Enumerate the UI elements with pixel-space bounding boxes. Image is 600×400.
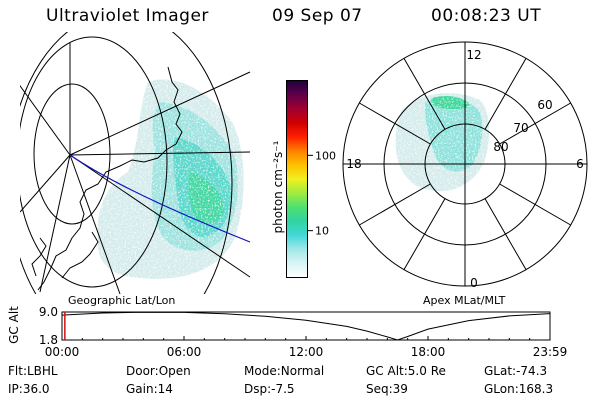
- coastline: [31, 66, 183, 291]
- x-tick-label: 12:00: [289, 345, 324, 359]
- footer-key: Seq:: [366, 382, 393, 396]
- altitude-chart: 1.8 9.0 00:00 06:00 12:00 18:00 23:59: [39, 305, 567, 359]
- x-tick-label: 06:00: [167, 345, 202, 359]
- y-tick-label: 1.8: [39, 333, 58, 347]
- y-tick-label: 9.0: [39, 305, 58, 319]
- mlt-label-0: 0: [470, 276, 478, 290]
- footer-key: GLat:: [484, 364, 517, 378]
- header-date: 09 Sep 07: [272, 6, 363, 26]
- apex-caption: Apex MLat/MLT: [423, 294, 506, 307]
- mlt-label-18: 18: [346, 157, 361, 171]
- polar-plot: 12 0 18 6 80 70 60: [342, 41, 588, 290]
- footer-field: Seq: 39: [366, 382, 408, 396]
- colorbar-ticks: 10 100: [307, 149, 336, 238]
- mlt-label-6: 6: [576, 157, 584, 171]
- graticule-lines: [20, 32, 251, 294]
- footer-value: 14: [157, 382, 173, 396]
- footer-field: IP: 36.0: [8, 382, 50, 396]
- footer-value: 36.0: [22, 382, 50, 396]
- footer-field: Mode: Normal: [244, 364, 324, 378]
- x-tick-label: 18:00: [411, 345, 446, 359]
- footer-key: IP:: [8, 382, 23, 396]
- footer-key: Mode:: [244, 364, 281, 378]
- aurora-image-geo: [97, 79, 244, 279]
- mlt-radials: [343, 42, 587, 286]
- footer-key: Flt:: [8, 364, 27, 378]
- footer-key: GC Alt:: [366, 364, 408, 378]
- mlt-radial-line: [403, 198, 446, 270]
- mlat-label-70: 70: [513, 121, 528, 135]
- mlt-radial-line: [359, 102, 431, 145]
- footer-key: Dsp:: [244, 382, 272, 396]
- altitude-plot-frame: [61, 311, 551, 341]
- mlt-radial-line: [359, 183, 431, 226]
- footer-value: 168.3: [518, 382, 554, 396]
- mlt-radial-line: [499, 102, 571, 145]
- footer-field: Flt: LBHL: [8, 364, 58, 378]
- mlat-label-80: 80: [493, 140, 508, 154]
- colorbar-label: photon cm⁻²s⁻¹: [271, 140, 285, 234]
- header-time: 00:08:23 UT: [431, 6, 542, 26]
- x-tick-label: 00:00: [45, 345, 80, 359]
- polar-labels: 12 0 18 6 80 70 60: [346, 48, 583, 290]
- footer-field: Dsp: -7.5: [244, 382, 295, 396]
- mlt-radial-line: [499, 183, 571, 226]
- footer-value: -74.3: [516, 364, 548, 378]
- footer-value: 5.0 Re: [407, 364, 446, 378]
- colorbar: [286, 80, 308, 278]
- colorbar-tick-label: 10: [315, 225, 329, 238]
- mlt-label-12: 12: [466, 48, 481, 62]
- footer-key: GLon:: [484, 382, 519, 396]
- mlt-radial-line: [484, 198, 527, 270]
- mlat-label-60: 60: [537, 98, 552, 112]
- geographic-caption: Geographic Lat/Lon: [68, 294, 176, 307]
- aurora-image-polar: [395, 93, 490, 192]
- mlt-radial-line: [484, 58, 527, 130]
- footer-value: LBHL: [26, 364, 58, 378]
- footer-field: GLat: -74.3: [484, 364, 547, 378]
- gc-alt-series-line: [61, 311, 551, 341]
- footer-value: 39: [392, 382, 408, 396]
- footer-value: Open: [158, 364, 191, 378]
- satellite-track: [69, 154, 251, 243]
- footer-value: Normal: [280, 364, 325, 378]
- footer-key: Gain:: [126, 382, 158, 396]
- footer-field: Gain: 14: [126, 382, 173, 396]
- colorbar-tick-label: 100: [315, 149, 336, 162]
- footer-field: GC Alt: 5.0 Re: [366, 364, 446, 378]
- footer-key: Door:: [126, 364, 159, 378]
- footer-value: -7.5: [271, 382, 295, 396]
- footer-field: Door: Open: [126, 364, 191, 378]
- footer-field: GLon: 168.3: [484, 382, 553, 396]
- mlt-radial-line: [403, 58, 446, 130]
- gc-alt-axis-label: GC Alt: [7, 306, 21, 344]
- geographic-map: [20, 32, 251, 294]
- x-tick-label: 23:59: [533, 345, 568, 359]
- instrument-title: Ultraviolet Imager: [46, 6, 209, 26]
